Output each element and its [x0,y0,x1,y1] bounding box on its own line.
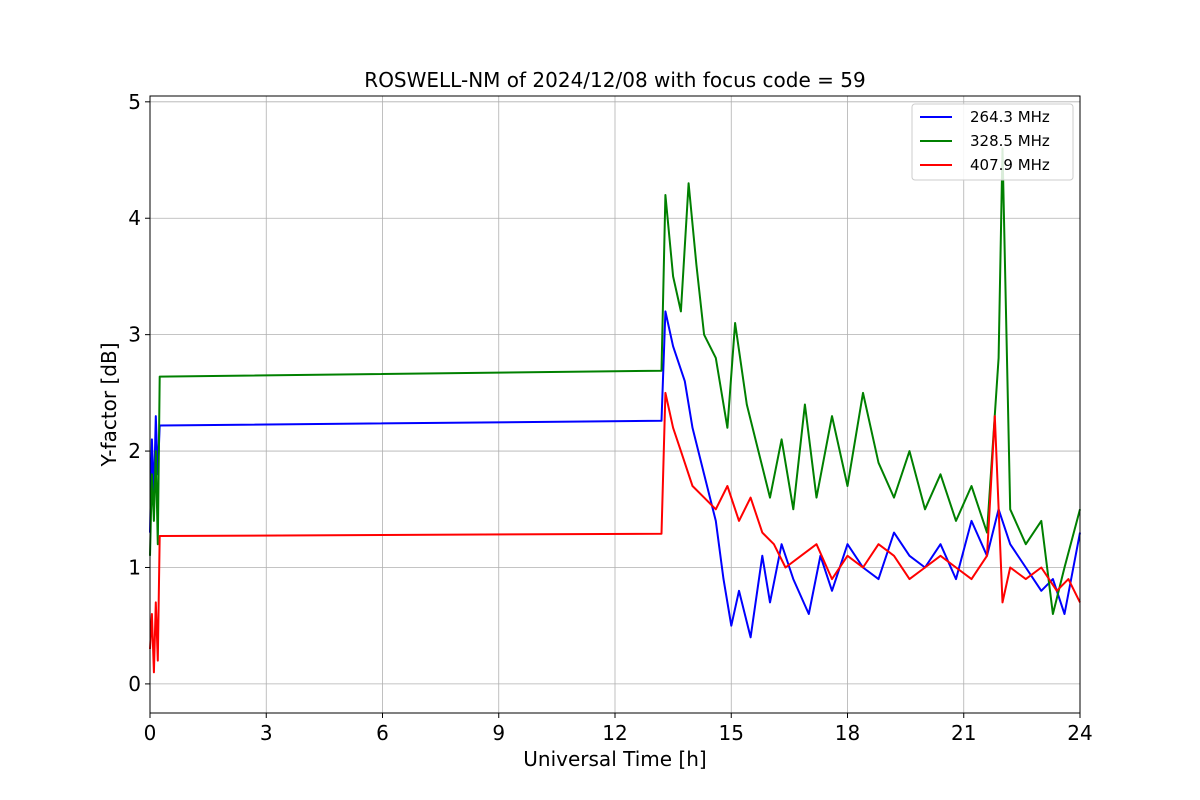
legend-box [911,103,1074,181]
x-axis-label: Universal Time [h] [523,747,706,771]
legend-label: 328.5 MHz [970,132,1050,150]
y-tick-label: 0 [128,672,141,696]
legend-label: 264.3 MHz [970,108,1050,126]
x-tick-label: 18 [835,721,860,745]
chart-title: ROSWELL-NM of 2024/12/08 with focus code… [364,68,865,92]
x-tick-label: 9 [492,721,505,745]
legend: 264.3 MHz 328.5 MHz 407.9 MHz [911,103,1074,181]
y-axis-label: Y-factor [dB] [97,342,121,467]
y-tick-label: 2 [128,439,141,463]
x-tick-label: 15 [719,721,744,745]
series-line-2 [149,147,1081,615]
grid [149,96,1081,713]
x-tick-label: 24 [1067,721,1092,745]
series-line-1 [149,310,1081,639]
y-tick-label: 1 [128,555,141,579]
series-line-3 [149,391,1081,674]
series-layer [149,147,1081,674]
x-tick-label: 21 [951,721,976,745]
x-tick-label: 0 [144,721,157,745]
y-tick-label: 4 [128,206,141,230]
y-tick-label: 3 [128,323,141,347]
y-tick-label: 5 [128,90,141,114]
x-tick-label: 12 [602,721,627,745]
x-tick-label: 6 [376,721,389,745]
x-tick-label: 3 [260,721,273,745]
legend-label: 407.9 MHz [970,156,1050,174]
